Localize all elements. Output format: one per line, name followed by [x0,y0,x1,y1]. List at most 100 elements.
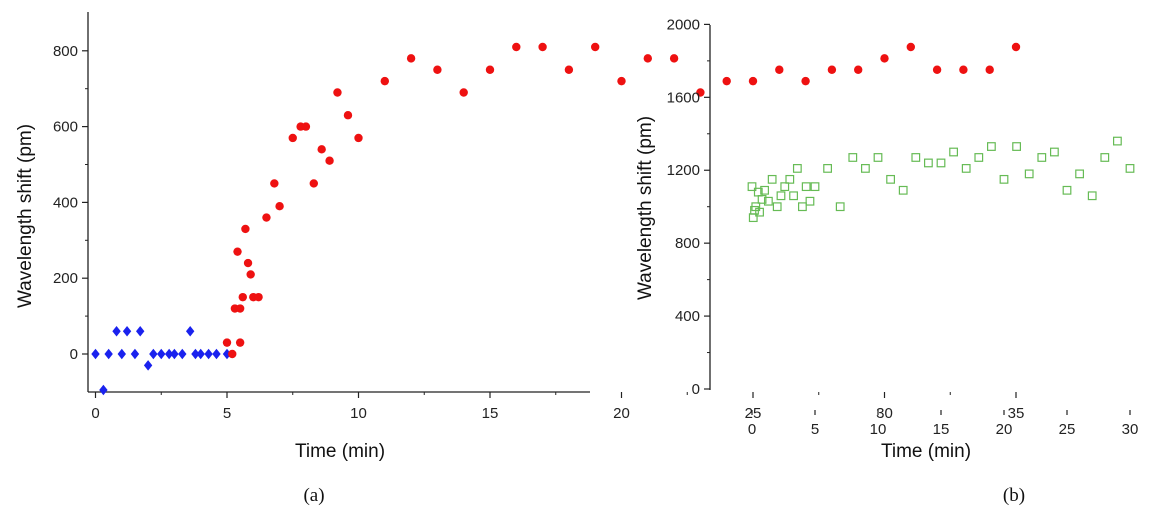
data-point [325,156,334,165]
panel-b-data-points [747,136,1135,223]
data-point [776,191,786,201]
data-point [591,42,600,52]
data-point [254,292,263,302]
data-point [911,153,921,162]
data-point [262,213,271,222]
data-point [906,42,915,52]
data-point [288,133,297,143]
x-tick-label: 30 [876,405,893,422]
data-point [763,196,773,206]
panel-b-x-axis-label: Time (min) [881,441,971,462]
data-point [104,348,113,360]
data-point [246,270,255,279]
data-point [880,54,889,63]
data-point [185,326,195,337]
data-point [157,348,166,360]
panel-b-y-axis-label: Wavelength shift (pm) [635,116,656,300]
data-point [564,65,574,74]
x-tick-label: 30 [1122,421,1139,438]
data-point [617,76,626,86]
data-point [243,258,253,268]
data-point [354,133,363,143]
panel-a-y-axis-label: Wavelength shift (pm) [15,124,36,308]
data-point [898,185,908,195]
panel-b-chart: 0 400 800 1200 1600 2000 0 5 10 15 20 25 30 Time (mi… [635,16,1138,506]
data-point [860,164,870,173]
data-point [792,164,802,173]
data-point [99,384,108,396]
data-point [178,348,187,360]
data-point [196,348,205,360]
data-point [827,65,837,74]
x-tick-label: 20 [613,405,630,422]
data-point [961,164,971,173]
data-point [235,338,245,347]
x-tick-label: 0 [748,421,756,438]
data-point [696,88,705,97]
y-tick-label: 200 [53,270,78,287]
data-point [775,65,784,74]
x-tick-label: 10 [870,421,887,438]
x-tick-label: 35 [1008,405,1025,422]
panel-a-axes: 0 200 400 600 800 0 5 10 15 20 25 30 35 [53,12,1024,422]
data-point [204,348,213,360]
x-tick-label: 15 [482,405,499,422]
data-point [643,54,652,63]
data-point [1100,153,1110,162]
data-point [170,348,179,360]
data-point [789,191,798,201]
data-point [748,76,758,86]
x-tick-label: 20 [996,421,1013,438]
data-point [757,195,767,204]
data-point [801,182,811,192]
data-point [136,326,145,337]
data-point [747,182,757,192]
y-tick-label: 600 [53,119,78,136]
data-point [212,348,221,360]
x-tick-label: 0 [91,405,99,422]
data-point [823,164,832,173]
data-point [722,76,731,86]
data-point [317,145,326,154]
data-point [222,348,232,360]
x-tick-label: 25 [1059,421,1076,438]
data-point [1024,169,1034,179]
panel-a-caption: (a) [303,485,324,506]
data-point [772,202,782,212]
data-point [241,224,250,234]
data-point [459,88,468,97]
data-point [1037,153,1047,162]
data-point [91,348,100,360]
data-point [130,348,140,360]
data-point [235,304,245,313]
y-tick-label: 1600 [667,89,700,106]
data-point [936,158,946,168]
y-tick-label: 800 [53,43,78,60]
data-point [999,174,1009,184]
y-tick-label: 400 [53,194,78,211]
data-point [835,202,845,212]
data-point [112,326,121,337]
data-point [1087,191,1097,201]
data-point [801,76,810,86]
data-point [122,326,132,337]
data-point [233,247,242,256]
data-point [301,122,311,131]
x-tick-label: 25 [745,405,762,422]
data-point [538,42,547,52]
data-point [222,338,232,347]
data-point [270,179,279,188]
data-point [309,179,318,188]
data-point [433,65,442,74]
data-point [767,174,777,184]
data-point [191,348,200,360]
data-point [380,76,389,86]
data-point [949,147,958,157]
data-point [1062,185,1072,195]
data-point [1012,142,1021,151]
data-point [117,348,126,360]
data-point [805,196,815,206]
data-point [848,153,858,162]
data-point [985,65,994,74]
